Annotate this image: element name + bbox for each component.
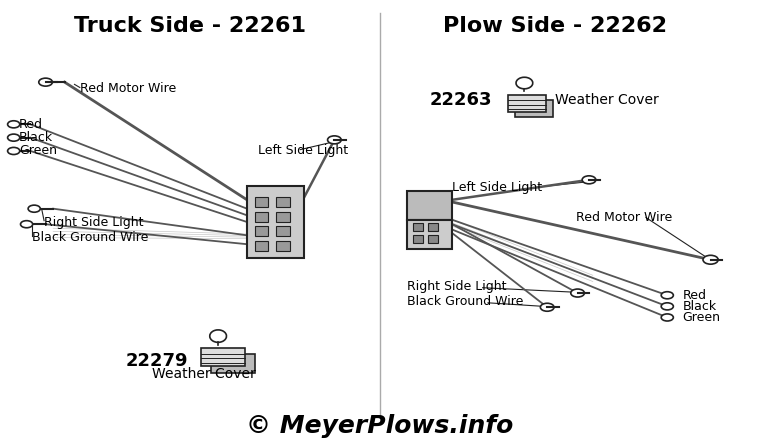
- Circle shape: [582, 176, 596, 184]
- Text: Black: Black: [19, 131, 53, 144]
- Bar: [255, 197, 268, 207]
- Text: 22279: 22279: [125, 352, 188, 369]
- Circle shape: [328, 136, 341, 144]
- Bar: [276, 212, 290, 222]
- Bar: [413, 235, 423, 243]
- Text: Weather Cover: Weather Cover: [152, 367, 256, 381]
- Text: © MeyerPlows.info: © MeyerPlows.info: [246, 414, 514, 438]
- Text: Left Side Light: Left Side Light: [258, 144, 349, 158]
- Bar: [428, 223, 438, 231]
- Circle shape: [661, 314, 673, 321]
- Bar: [508, 95, 546, 112]
- Circle shape: [8, 134, 20, 141]
- Text: Red: Red: [682, 289, 707, 302]
- Text: Green: Green: [19, 144, 57, 158]
- Text: Black Ground Wire: Black Ground Wire: [32, 231, 148, 244]
- Circle shape: [8, 121, 20, 128]
- Text: Weather Cover: Weather Cover: [555, 93, 659, 107]
- Text: Right Side Light: Right Side Light: [44, 215, 144, 229]
- Circle shape: [39, 78, 52, 86]
- Bar: [515, 100, 553, 117]
- Bar: [276, 197, 290, 207]
- Text: Truck Side - 22261: Truck Side - 22261: [74, 16, 306, 36]
- Circle shape: [8, 147, 20, 155]
- Circle shape: [571, 289, 584, 297]
- Text: Red Motor Wire: Red Motor Wire: [576, 211, 673, 224]
- Circle shape: [28, 205, 40, 212]
- Bar: [276, 241, 290, 251]
- Bar: [407, 191, 452, 220]
- Text: Red: Red: [19, 118, 43, 131]
- Circle shape: [661, 303, 673, 310]
- Circle shape: [661, 292, 673, 299]
- Circle shape: [540, 303, 554, 311]
- Bar: [413, 223, 423, 231]
- Bar: [407, 220, 452, 249]
- Bar: [255, 241, 268, 251]
- Bar: [247, 186, 304, 258]
- Bar: [201, 348, 245, 366]
- Bar: [211, 354, 255, 373]
- Bar: [255, 212, 268, 222]
- Text: Green: Green: [682, 311, 720, 324]
- Circle shape: [21, 221, 33, 228]
- Bar: [276, 226, 290, 236]
- Bar: [428, 235, 438, 243]
- Text: Black Ground Wire: Black Ground Wire: [407, 295, 523, 309]
- Circle shape: [703, 255, 718, 264]
- Text: Black: Black: [682, 300, 717, 313]
- Text: 22263: 22263: [429, 91, 492, 109]
- Bar: [255, 226, 268, 236]
- Text: Plow Side - 22262: Plow Side - 22262: [443, 16, 667, 36]
- Text: Red Motor Wire: Red Motor Wire: [80, 82, 176, 95]
- Text: Right Side Light: Right Side Light: [407, 280, 506, 293]
- Text: Left Side Light: Left Side Light: [452, 181, 543, 194]
